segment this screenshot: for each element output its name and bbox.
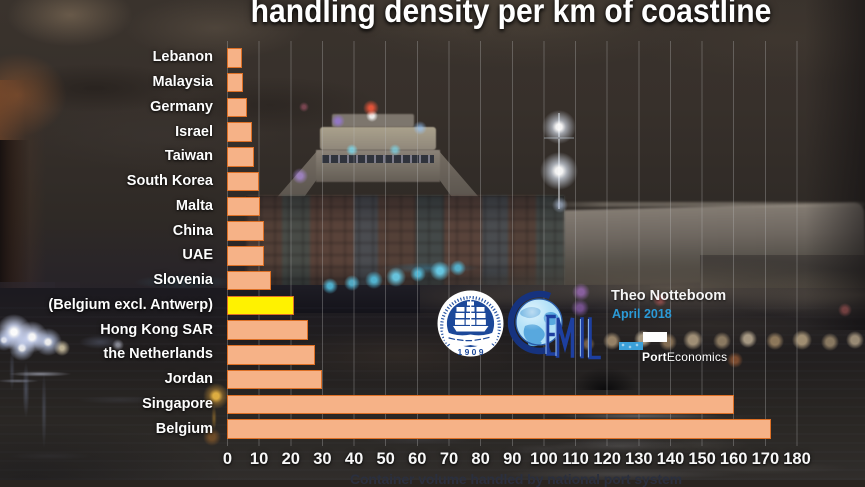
svg-text:1 9 0 9: 1 9 0 9: [458, 347, 484, 357]
